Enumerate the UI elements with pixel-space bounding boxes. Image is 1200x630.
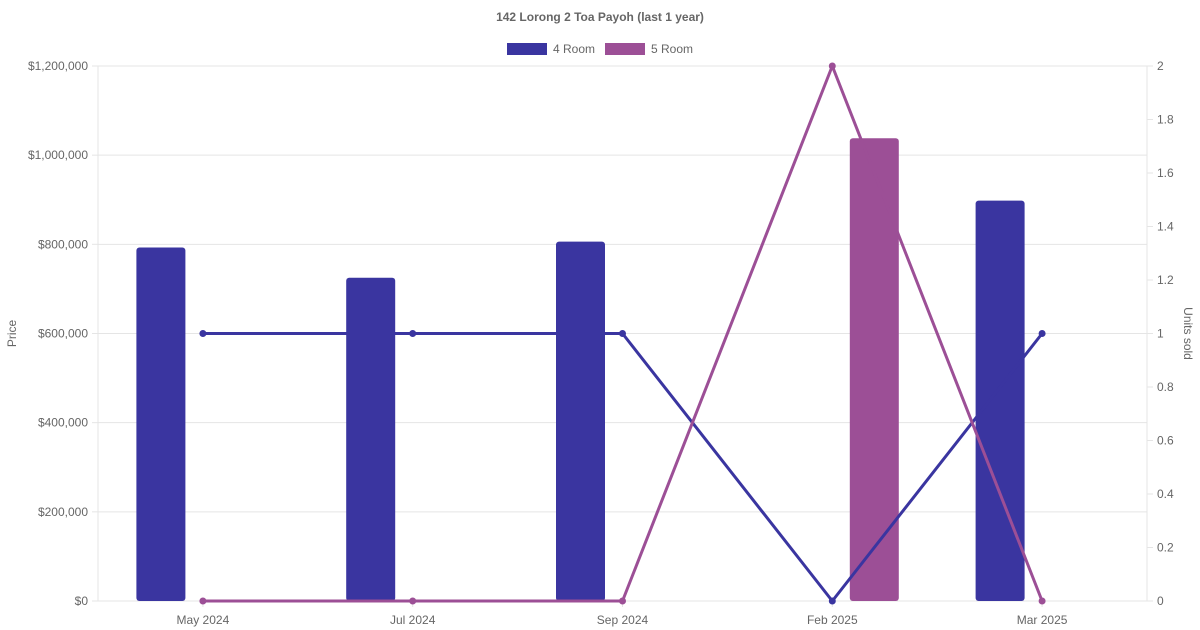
- legend-label-4-room: 4 Room: [552, 42, 595, 56]
- y2-tick-label: 0: [1157, 594, 1164, 608]
- point-4-room: [199, 330, 207, 337]
- y-tick-label: $400,000: [38, 416, 88, 430]
- y2-tick-label: 0.8: [1157, 380, 1174, 394]
- legend-item-5-room[interactable]: 5 Room: [605, 42, 693, 56]
- y-tick-label: $200,000: [38, 505, 88, 519]
- y-axis-title: Price: [5, 320, 19, 348]
- x-tick-label: Jul 2024: [390, 613, 436, 627]
- y2-tick-label: 0.2: [1157, 541, 1174, 555]
- legend-swatch-5-room: [605, 43, 645, 55]
- point-5-room: [619, 597, 626, 605]
- bar-4-room: [346, 277, 396, 601]
- bar-4-room: [136, 247, 186, 601]
- y-tick-label: $1,000,000: [28, 148, 88, 162]
- legend-item-4-room[interactable]: 4 Room: [506, 42, 595, 56]
- bar-4-room: [556, 241, 605, 602]
- y2-tick-label: 1.6: [1157, 166, 1174, 180]
- point-4-room: [409, 330, 417, 337]
- bar-4-room: [975, 200, 1025, 601]
- y-tick-label: $600,000: [38, 327, 88, 341]
- y-tick-label: $0: [75, 594, 89, 608]
- line-4-room: [202, 332, 1044, 603]
- point-5-room: [409, 597, 417, 605]
- legend: 4 Room 5 Room: [0, 42, 1200, 56]
- point-5-room: [828, 62, 836, 70]
- y-tick-label: $1,200,000: [28, 59, 88, 73]
- y2-tick-label: 1.2: [1157, 273, 1174, 287]
- y2-tick-label: 0.4: [1157, 487, 1174, 501]
- point-4-room: [619, 330, 626, 337]
- x-tick-label: May 2024: [177, 613, 230, 627]
- y2-tick-label: 1.4: [1157, 220, 1174, 234]
- x-tick-label: Mar 2025: [1017, 613, 1068, 627]
- y2-tick-label: 1: [1157, 327, 1164, 341]
- y2-tick-label: 2: [1157, 59, 1164, 73]
- y2-axis-title: Units sold: [1181, 307, 1195, 360]
- y-tick-label: $800,000: [38, 237, 88, 251]
- y2-tick-label: 1.8: [1157, 113, 1174, 127]
- point-5-room: [199, 597, 207, 605]
- point-4-room: [828, 597, 836, 605]
- point-5-room: [1038, 597, 1046, 605]
- legend-label-5-room: 5 Room: [651, 42, 694, 56]
- x-tick-label: Feb 2025: [807, 613, 858, 627]
- legend-swatch-4-room: [506, 43, 547, 55]
- chart-title: 142 Lorong 2 Toa Payoh (last 1 year): [496, 10, 704, 24]
- x-tick-label: Sep 2024: [597, 613, 649, 627]
- y2-tick-label: 0.6: [1157, 434, 1174, 448]
- point-4-room: [1038, 330, 1046, 337]
- bar-5-room: [849, 138, 899, 601]
